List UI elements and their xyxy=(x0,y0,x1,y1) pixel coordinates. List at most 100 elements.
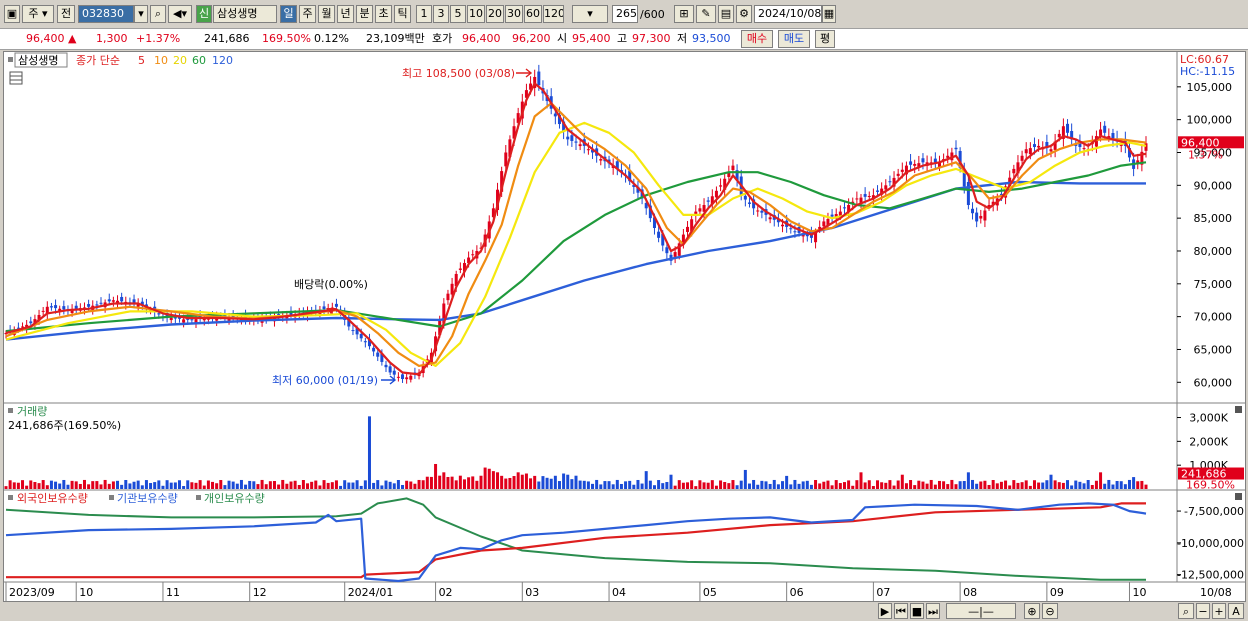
stock-name-field[interactable]: 삼성생명 xyxy=(213,5,277,23)
interval-button[interactable]: 10 xyxy=(467,5,485,23)
volume-bar xyxy=(264,484,268,489)
prev-button[interactable]: 전 xyxy=(57,5,75,23)
candle-body xyxy=(182,319,186,323)
plus-icon[interactable]: + xyxy=(1212,603,1226,619)
last-page-icon[interactable]: ⏭ xyxy=(926,603,940,619)
zoom-out-icon[interactable]: ⊖ xyxy=(1042,603,1058,619)
period-button[interactable]: 분 xyxy=(356,5,373,23)
magnifier-icon[interactable]: ⌕ xyxy=(1178,603,1194,619)
stock-code-input[interactable]: 032830 xyxy=(78,5,134,23)
candle-body xyxy=(62,306,66,310)
minus-icon[interactable]: − xyxy=(1196,603,1210,619)
code-dropdown-icon[interactable]: ▾ xyxy=(134,5,148,23)
candle-body xyxy=(450,283,454,295)
zoom-slider[interactable]: —|— xyxy=(946,603,1016,619)
scroll-right-icon[interactable]: ▶ xyxy=(878,603,892,619)
volume-bar xyxy=(186,480,190,489)
quote-change-pct: +1.37% xyxy=(136,32,181,45)
volume-bar xyxy=(859,472,863,489)
volume-bar xyxy=(913,485,917,489)
candle-body xyxy=(529,83,533,90)
first-page-icon[interactable]: ⏮ xyxy=(894,603,908,619)
volume-bar xyxy=(326,482,330,489)
candle-body xyxy=(496,189,500,211)
avg-button[interactable]: 평 xyxy=(815,30,835,48)
candle-body xyxy=(491,208,495,218)
interval-button[interactable]: 120 xyxy=(543,5,564,23)
volume-bar xyxy=(1061,482,1065,489)
close-vol-panel-icon[interactable] xyxy=(1235,406,1242,413)
candle-body xyxy=(173,317,177,319)
period-button[interactable]: 초 xyxy=(375,5,392,23)
candle-body xyxy=(363,341,367,343)
volume-bar xyxy=(372,482,376,489)
volume-bar xyxy=(500,475,504,489)
candle-body xyxy=(1020,155,1024,161)
candle-body xyxy=(888,181,892,183)
volume-bar xyxy=(710,480,714,489)
candle-body xyxy=(677,243,681,256)
volume-tick-label: 3,000K xyxy=(1189,412,1228,425)
candle-body xyxy=(917,163,921,167)
chart-svg[interactable]: 105,000 100,000 95,000 90,000 85,000 80,000 75… xyxy=(4,52,1245,601)
calendar-icon[interactable]: ▦ xyxy=(822,5,836,23)
interval-dropdown[interactable]: ▾ xyxy=(572,5,608,23)
interval-button[interactable]: 20 xyxy=(486,5,504,23)
sell-button[interactable]: 매도 xyxy=(778,30,810,48)
chart-panel[interactable]: 105,000 100,000 95,000 90,000 85,000 80,000 75… xyxy=(3,51,1246,602)
interval-button[interactable]: 60 xyxy=(524,5,542,23)
period-button[interactable]: 주 xyxy=(299,5,316,23)
volume-bar xyxy=(628,480,632,489)
date-input[interactable]: 2024/10/08 xyxy=(754,5,822,23)
period-button[interactable]: 일 xyxy=(280,5,297,23)
candle-body xyxy=(1140,151,1144,165)
holdings-institution-line xyxy=(6,502,1146,579)
candle-body xyxy=(657,231,661,238)
close-hold-panel-icon[interactable] xyxy=(1235,493,1242,500)
volume-legend: 거래량 xyxy=(17,405,47,418)
candle-body xyxy=(458,268,462,270)
table-view-icon[interactable] xyxy=(9,71,23,85)
volume-bar xyxy=(917,480,921,489)
gear-icon[interactable]: ⚙ xyxy=(736,5,752,23)
candle-body xyxy=(322,306,326,310)
scroll-bar[interactable]: ▶ ⏮ ■ ⏭ —|— ⊕ ⊖ ⌕ − + A xyxy=(0,602,1248,621)
draw-tool-icon[interactable]: ✎ xyxy=(696,5,716,23)
volume-bar xyxy=(491,471,495,489)
save-icon[interactable]: ▤ xyxy=(718,5,734,23)
volume-bar xyxy=(847,480,851,489)
zoom-in-icon[interactable]: ⊕ xyxy=(1024,603,1040,619)
legend-stock-box[interactable] xyxy=(14,52,68,68)
count-input[interactable]: 265 xyxy=(612,5,638,23)
candle-body xyxy=(1103,125,1107,133)
font-size-icon[interactable]: A xyxy=(1228,603,1244,619)
stop-icon[interactable]: ■ xyxy=(910,603,924,619)
interval-button[interactable]: 5 xyxy=(450,5,466,23)
volume-bar xyxy=(785,475,789,489)
buy-button[interactable]: 매수 xyxy=(741,30,773,48)
period-unit-select[interactable]: 주 ▾ xyxy=(22,5,54,23)
volume-bar xyxy=(124,479,128,489)
interval-button[interactable]: 3 xyxy=(433,5,449,23)
interval-button[interactable]: 30 xyxy=(505,5,523,23)
period-button[interactable]: 년 xyxy=(337,5,354,23)
volume-bar xyxy=(285,483,289,489)
compare-icon[interactable]: ⊞ xyxy=(674,5,694,23)
low-price: 93,500 xyxy=(692,32,731,45)
hoga-label: 호가 xyxy=(432,32,453,45)
chart-menu-icon[interactable]: ▣ xyxy=(4,5,20,23)
volume-bar xyxy=(1136,481,1140,489)
sound-icon[interactable]: ◀▾ xyxy=(168,5,192,23)
search-icon[interactable]: ⌕ xyxy=(150,5,166,23)
interval-button[interactable]: 1 xyxy=(416,5,432,23)
candle-body xyxy=(1053,141,1057,150)
period-button[interactable]: 월 xyxy=(318,5,335,23)
candle-body xyxy=(376,352,380,357)
volume-bar xyxy=(1070,485,1074,489)
volume-bar xyxy=(475,480,479,489)
legend-ma60: 60 xyxy=(192,54,206,67)
volume-bar xyxy=(615,479,619,489)
candle-body xyxy=(223,314,227,318)
period-button[interactable]: 틱 xyxy=(394,5,411,23)
candle-body xyxy=(946,155,950,158)
